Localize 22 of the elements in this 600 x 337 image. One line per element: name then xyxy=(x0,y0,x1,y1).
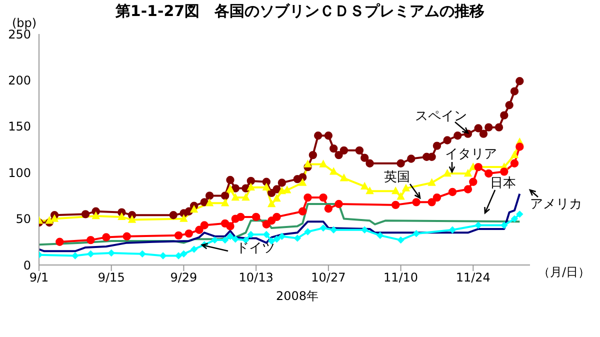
x-tick-label: 9/15 xyxy=(98,270,125,285)
series-label: アメリカ xyxy=(530,197,582,212)
y-axis-title: (bp) xyxy=(12,16,37,30)
series-label: 英国 xyxy=(384,170,410,185)
x-tick-label: 11/10 xyxy=(383,270,418,285)
y-tick-label: 150 xyxy=(8,120,31,134)
y-tick-label: 50 xyxy=(16,212,31,226)
y-tick-label: 0 xyxy=(23,258,31,272)
x-tick-label: 9/1 xyxy=(29,270,49,285)
chart-title: 第1-1-27図 各国のソブリンＣＤＳプレミアムの推移 xyxy=(115,2,485,20)
y-tick-label: 100 xyxy=(8,166,31,180)
y-tick-label: 200 xyxy=(8,73,31,88)
x-tick-label: 11/24 xyxy=(456,270,490,285)
series-label: ドイツ xyxy=(236,241,275,256)
text: （月/日） xyxy=(538,264,590,281)
x-axis-title: 2008年 xyxy=(276,288,319,305)
series-label: イタリア xyxy=(445,147,497,162)
x-tick-label: 10/27 xyxy=(311,270,346,285)
text: 日本 xyxy=(490,176,516,191)
series-label: スペイン xyxy=(415,109,467,124)
x-tick-label: 9/29 xyxy=(170,270,198,285)
x-tick-label: 10/13 xyxy=(238,270,274,285)
